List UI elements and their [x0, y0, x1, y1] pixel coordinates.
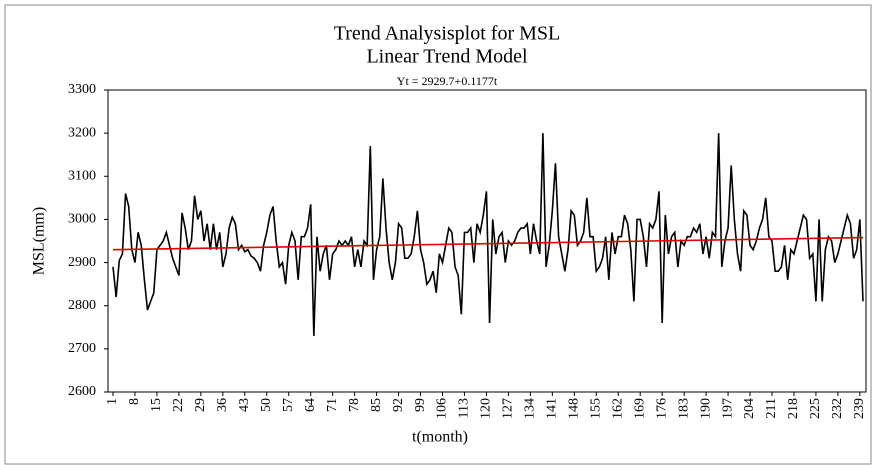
y-tick-label: 2800 [68, 298, 96, 313]
y-tick-label: 3000 [68, 212, 96, 227]
x-tick-label: 71 [325, 398, 340, 412]
x-tick-label: 36 [215, 398, 230, 412]
y-tick-label: 3300 [68, 82, 96, 97]
plot-area [107, 89, 867, 393]
x-tick-label: 218 [786, 398, 801, 419]
y-tick-label: 2900 [68, 255, 96, 270]
x-tick-label: 155 [588, 398, 603, 419]
x-tick-label: 127 [501, 398, 516, 419]
x-tick-label: 113 [457, 398, 472, 418]
x-tick-label: 197 [720, 398, 735, 419]
x-tick-label: 204 [742, 398, 757, 419]
x-tick-label: 211 [764, 398, 779, 418]
x-tick-label: 169 [632, 398, 647, 419]
chart-title: Trend Analysisplot for MSL [334, 23, 561, 45]
x-tick-label: 183 [676, 398, 691, 419]
y-tick-label: 3200 [68, 125, 96, 140]
trend-line [112, 236, 864, 251]
x-tick-label: 22 [171, 398, 186, 412]
x-tick-label: 225 [808, 398, 823, 419]
x-tick-label: 120 [479, 398, 494, 419]
x-tick-label: 239 [852, 398, 867, 419]
y-tick-label: 3100 [68, 169, 96, 184]
x-axis-label: t(month) [412, 429, 468, 446]
y-axis-label: MSL(mm) [31, 207, 48, 275]
x-tick-label: 57 [281, 398, 296, 412]
x-tick-label: 1 [105, 398, 120, 405]
x-tick-label: 134 [523, 398, 538, 419]
x-tick-label: 99 [413, 398, 428, 412]
x-tick-label: 162 [610, 398, 625, 419]
x-tick-label: 106 [435, 398, 450, 419]
x-tick-label: 92 [391, 398, 406, 412]
x-tick-label: 148 [567, 398, 582, 419]
y-tick-label: 2600 [68, 384, 96, 399]
trend-equation: Yt = 2929.7+0.1177t [397, 74, 498, 88]
y-tick-label: 2700 [68, 341, 96, 356]
x-tick-label: 15 [149, 398, 164, 412]
x-tick-label: 29 [193, 398, 208, 412]
x-tick-label: 85 [369, 398, 384, 412]
chart-subtitle: Linear Trend Model [366, 46, 528, 68]
data-line [112, 133, 864, 336]
x-tick-label: 190 [698, 398, 713, 419]
x-tick-label: 78 [347, 398, 362, 412]
x-tick-label: 8 [127, 398, 142, 405]
x-tick-label: 176 [654, 398, 669, 419]
x-tick-label: 141 [545, 398, 560, 419]
x-tick-label: 50 [259, 398, 274, 412]
x-tick-label: 232 [830, 398, 845, 419]
x-tick-label: 43 [237, 398, 252, 412]
x-tick-label: 64 [303, 398, 318, 412]
